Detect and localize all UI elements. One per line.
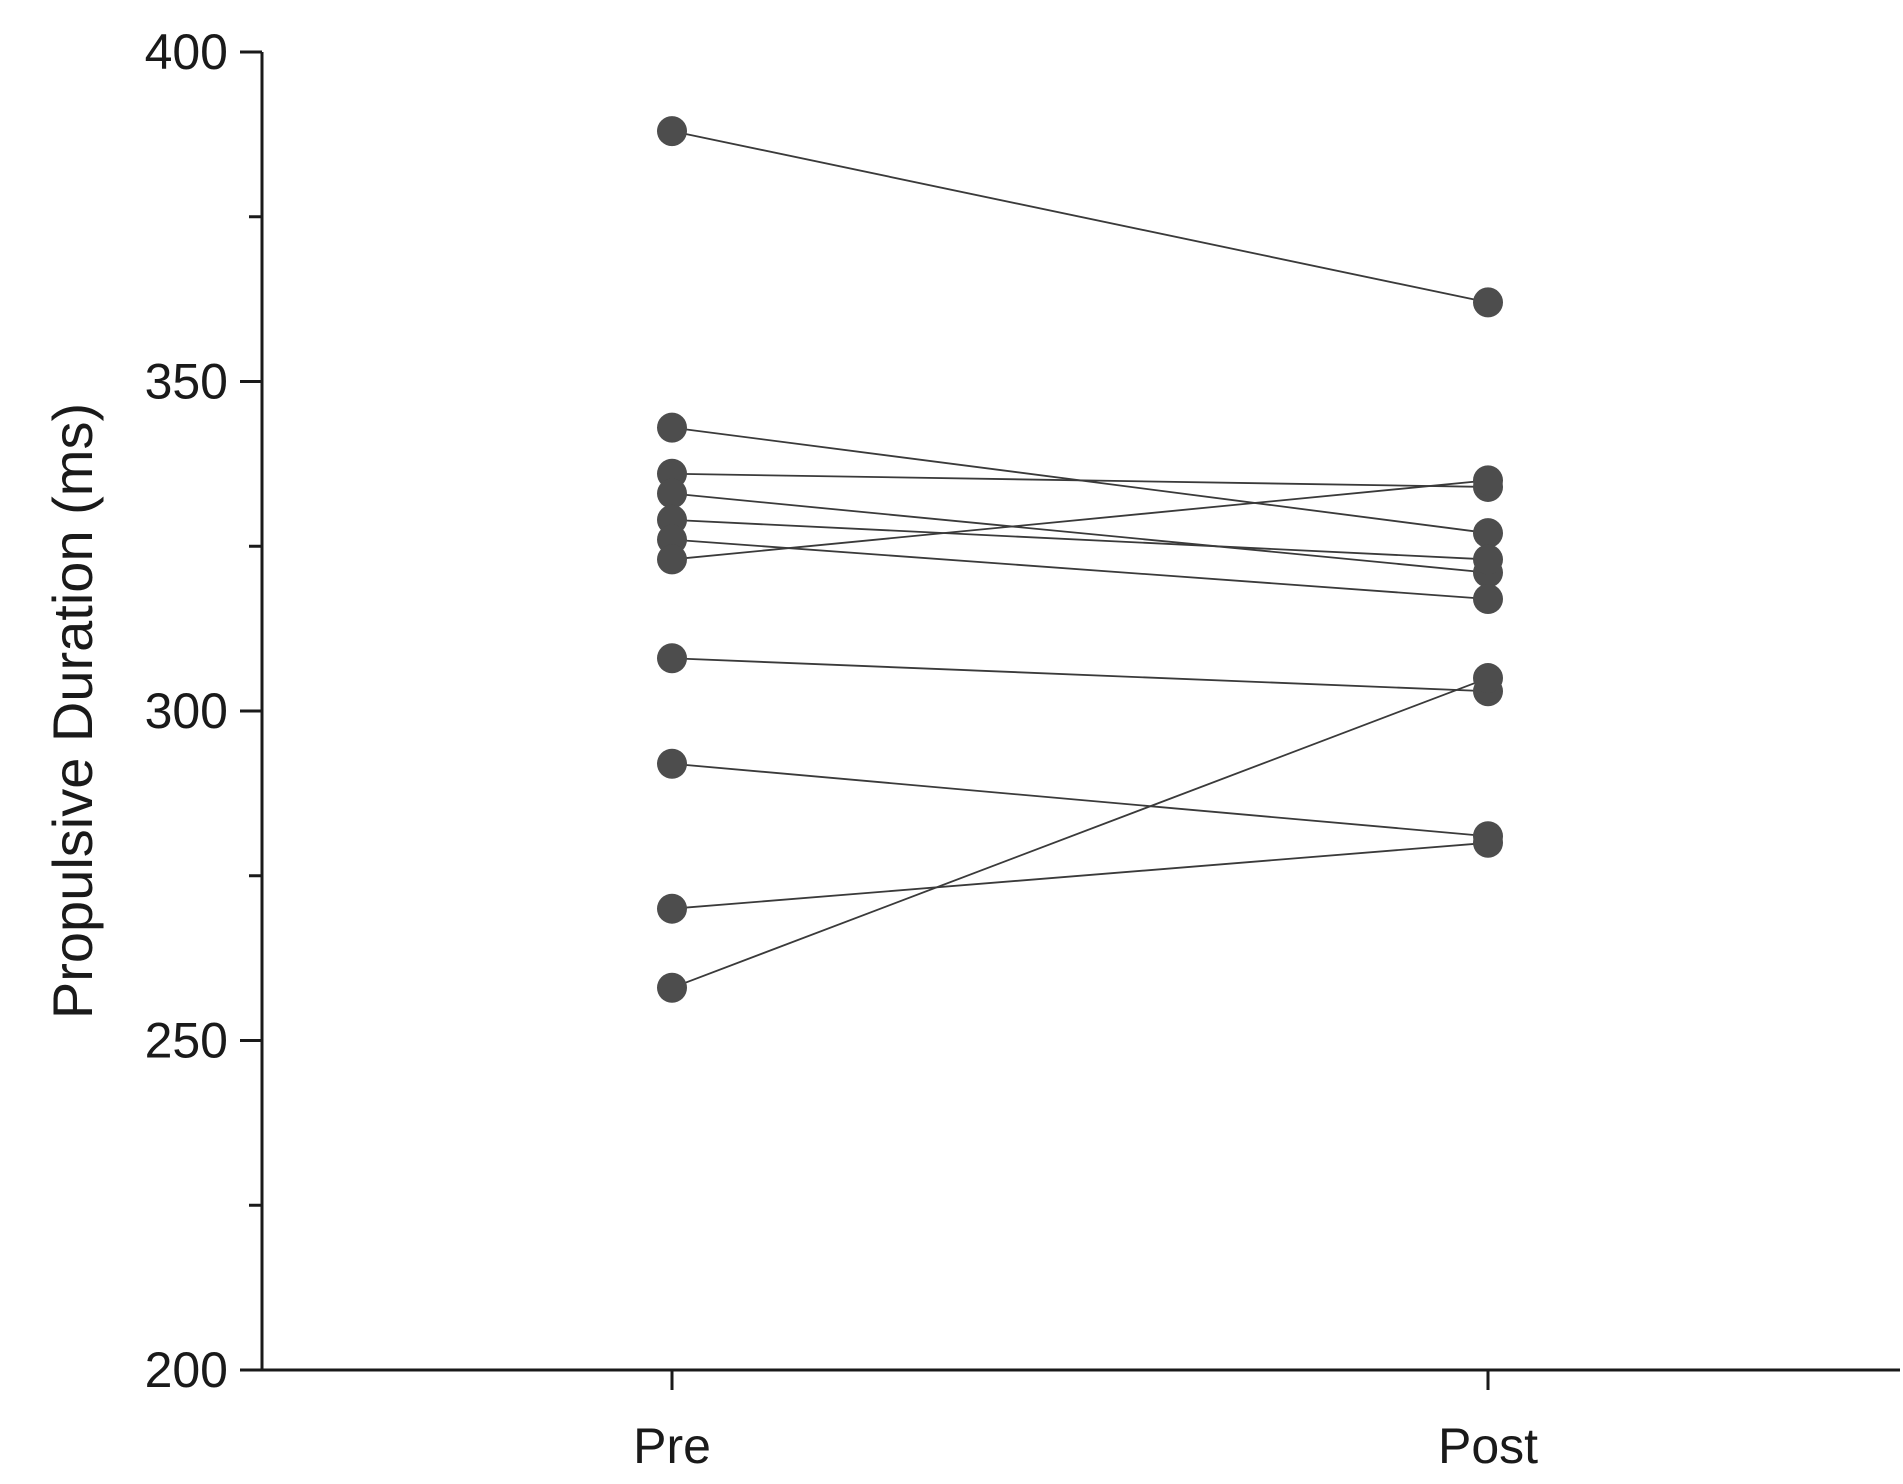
data-point-pre-8 [657,643,687,674]
pair-line-7 [671,479,1489,561]
pair-line-11 [671,677,1489,989]
data-point-post-1 [1473,287,1503,318]
y-tick-label: 350 [145,354,228,410]
x-tick-label-post: Post [1438,1418,1538,1474]
data-point-post-7 [1473,465,1503,496]
y-tick-label: 200 [145,1342,228,1398]
pair-line-5 [671,518,1489,561]
y-tick-label: 250 [145,1013,228,1069]
data-point-pre-1 [657,116,687,147]
y-tick-label: 300 [145,683,228,739]
pair-line-6 [671,538,1489,600]
pair-line-1 [671,130,1489,304]
y-axis-title: Propulsive Duration (ms) [41,403,104,1019]
data-point-post-10 [1473,827,1503,858]
data-point-pre-10 [657,893,687,924]
pair-line-4 [671,492,1489,574]
pair-line-10 [671,841,1489,910]
data-points [657,116,1503,1003]
axes [260,52,1900,1372]
pair-line-3 [671,472,1489,488]
y-tick-label: 400 [145,24,228,80]
data-point-pre-2 [657,412,687,443]
data-point-post-6 [1473,583,1503,614]
pair-line-8 [671,657,1489,693]
data-point-pre-11 [657,972,687,1003]
data-point-post-11 [1473,663,1503,694]
pair-lines [671,130,1489,989]
data-point-pre-4 [657,478,687,509]
x-tick-label-pre: Pre [633,1418,711,1474]
data-point-post-5 [1473,544,1503,575]
data-point-post-2 [1473,518,1503,549]
pair-line-9 [671,762,1489,838]
data-point-pre-7 [657,544,687,575]
x-ticks: Pre Post [633,1370,1538,1474]
y-ticks: 200 250 300 350 400 [145,24,262,1398]
data-point-pre-9 [657,748,687,779]
